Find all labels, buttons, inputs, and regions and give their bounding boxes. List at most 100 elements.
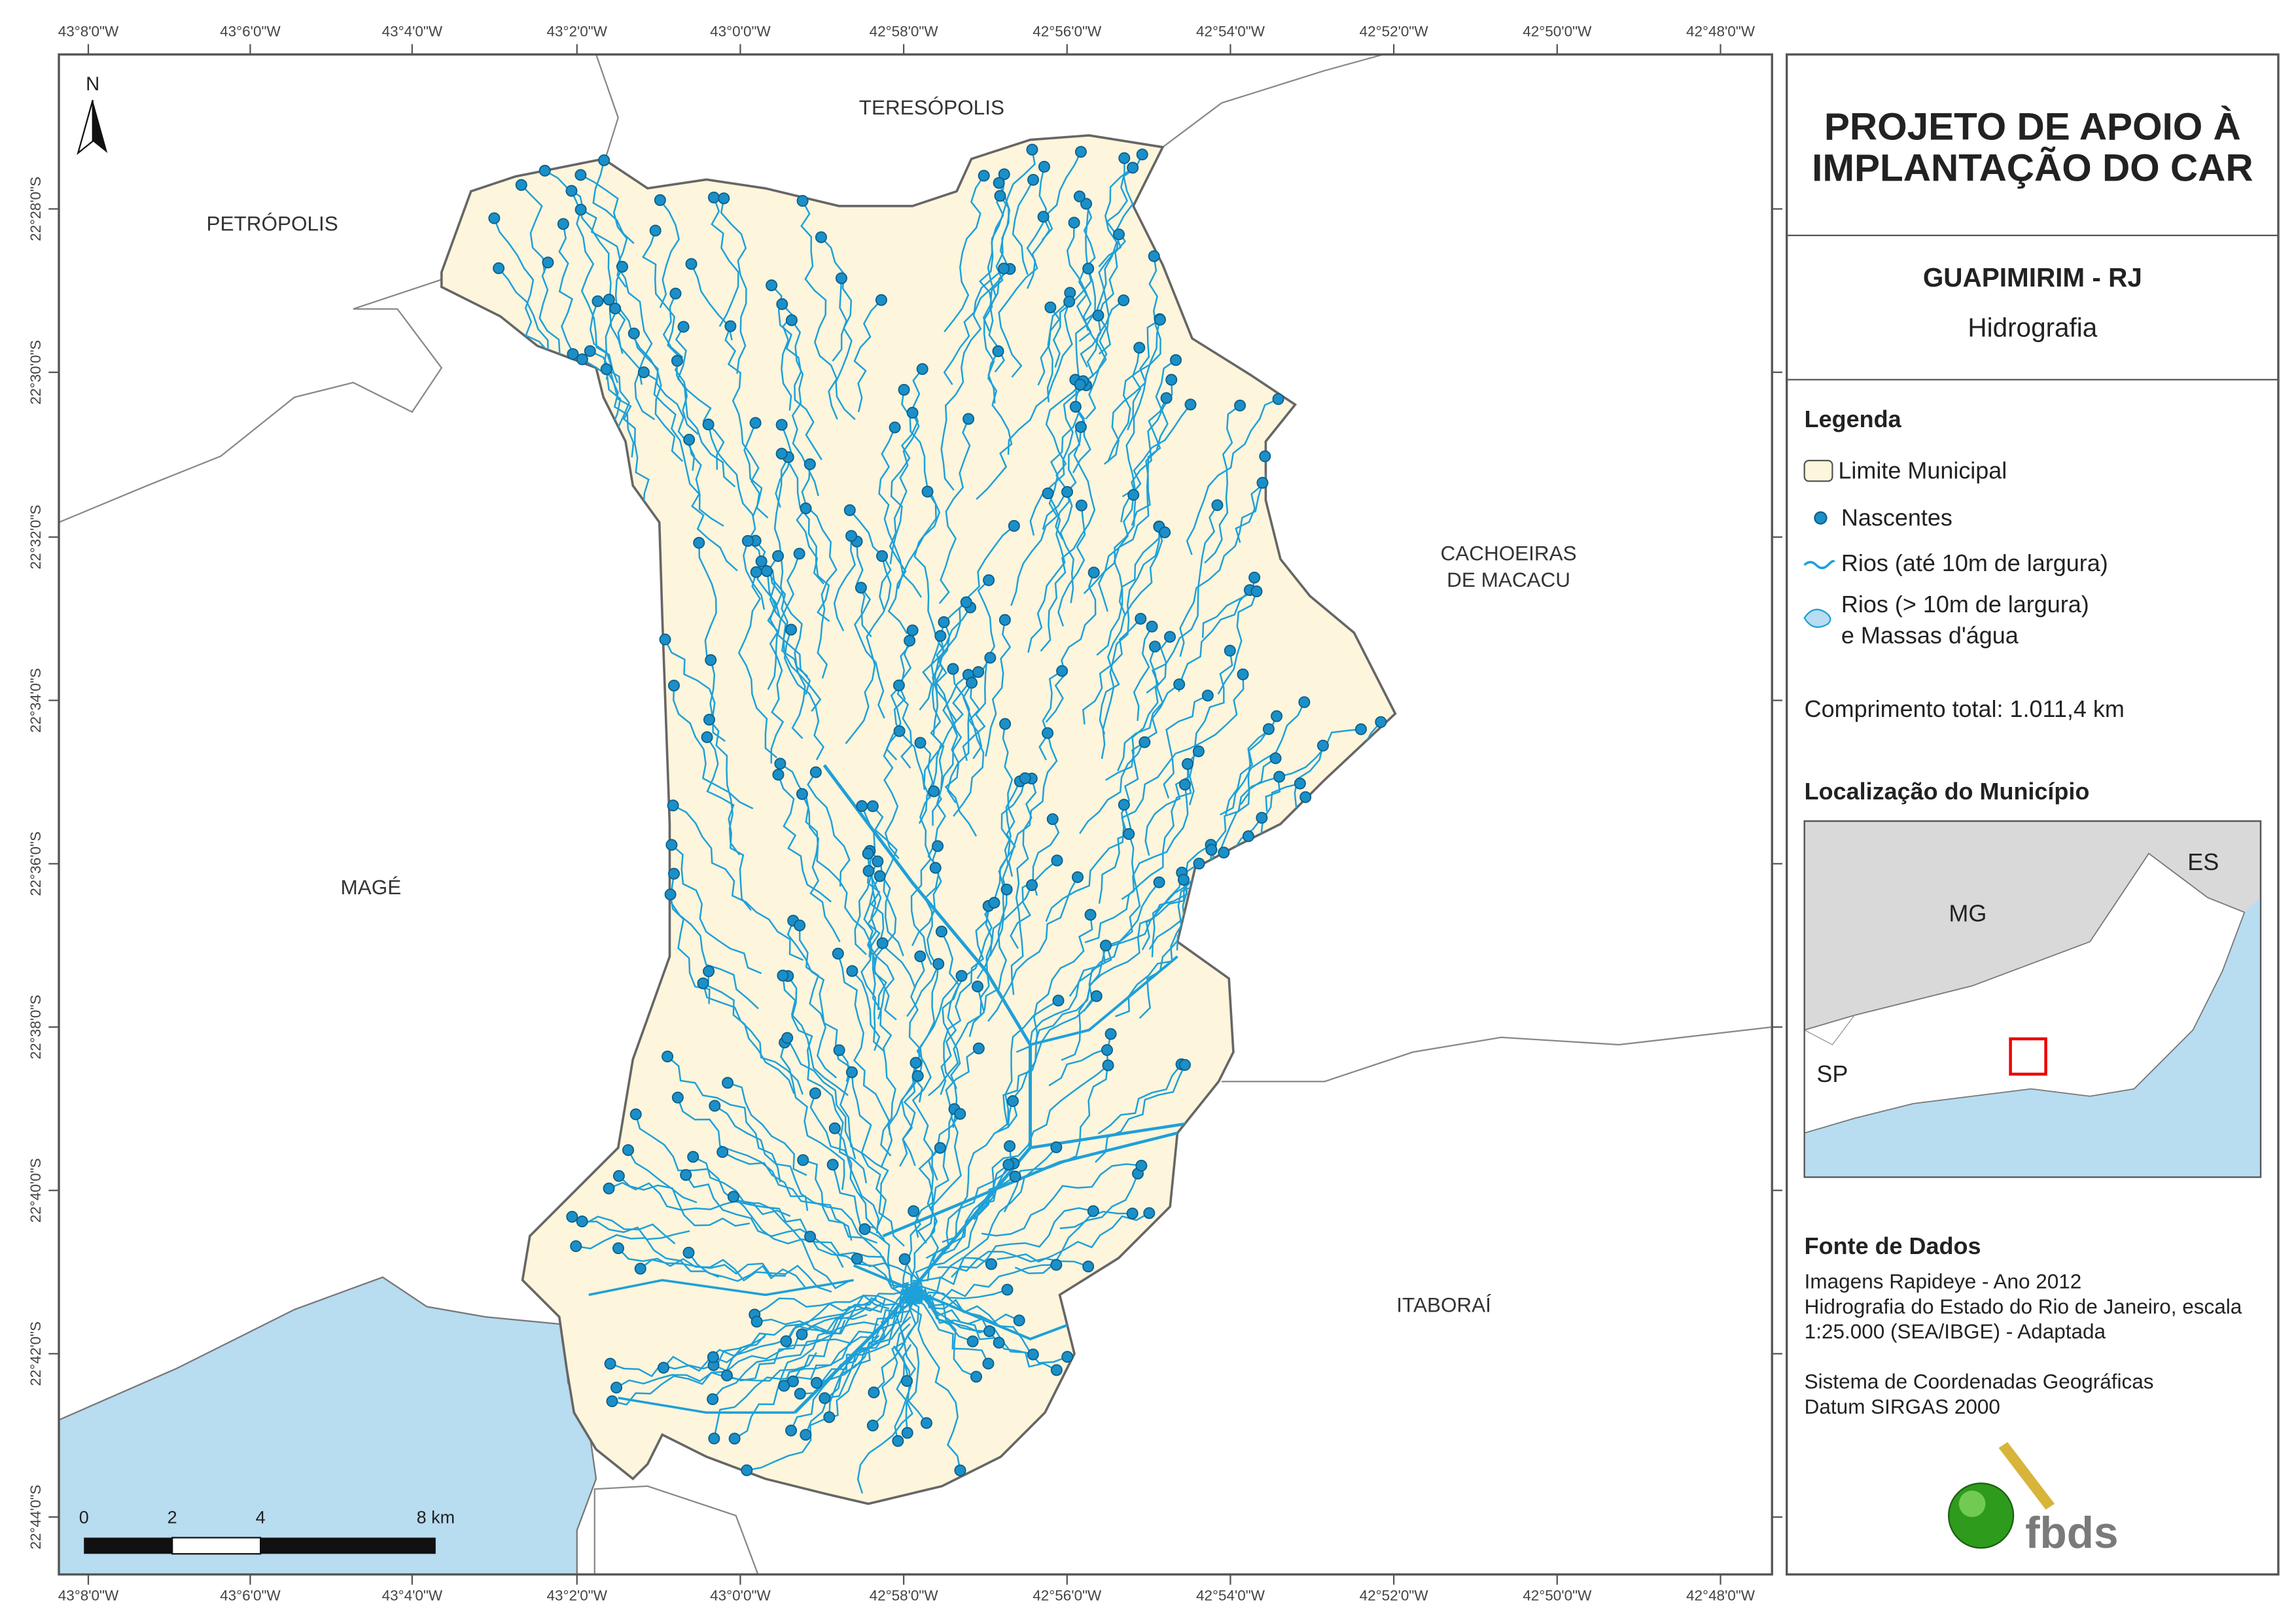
longitude-label: 42°50'0"W: [1523, 1587, 1592, 1603]
spring: [855, 582, 867, 594]
river: [766, 570, 806, 739]
river: [781, 453, 830, 622]
spring: [775, 419, 788, 431]
spring: [749, 417, 762, 429]
spring: [1178, 778, 1191, 791]
river: [913, 491, 945, 711]
spring: [1273, 771, 1286, 783]
spring: [1051, 854, 1063, 867]
spring: [893, 725, 906, 737]
river: [913, 1146, 1057, 1306]
inset-map: MG ES SP: [1803, 820, 2262, 1178]
place-name: DE MACACU: [1447, 568, 1570, 591]
river: [688, 1252, 806, 1288]
spring: [584, 345, 596, 357]
longitude-label: 42°58'0"W: [870, 23, 939, 39]
spring: [832, 947, 844, 960]
river: [801, 794, 872, 958]
spring: [935, 926, 947, 938]
longitude-label: 42°54'0"W: [1196, 23, 1265, 39]
spring: [972, 666, 985, 678]
spring: [616, 260, 629, 273]
logo-circle: [1948, 1482, 2015, 1549]
spring: [868, 1386, 880, 1399]
spring: [750, 566, 762, 578]
spring: [1068, 217, 1080, 229]
logo-text: fbds: [2025, 1509, 2118, 1558]
spring: [934, 1142, 946, 1154]
spring: [804, 1230, 817, 1243]
river: [592, 160, 635, 244]
spring: [1056, 665, 1069, 677]
spring: [780, 1335, 792, 1348]
inset-sea: [1804, 898, 2261, 1178]
river: [838, 1049, 905, 1247]
river: [673, 685, 754, 810]
spring: [671, 355, 683, 367]
spring: [998, 168, 1010, 181]
river: [800, 200, 838, 420]
latitude-label: 22°30'0"S: [27, 340, 44, 405]
river: [928, 986, 982, 1096]
river: [911, 975, 963, 1181]
spring: [667, 867, 680, 880]
river: [1186, 398, 1279, 555]
longitude-label: 42°58'0"W: [870, 1587, 939, 1603]
river: [775, 424, 792, 508]
river: [675, 326, 725, 470]
river: [709, 659, 726, 742]
river: [667, 1056, 781, 1183]
river: [786, 1038, 857, 1160]
river: [907, 1288, 1057, 1371]
boundary: [1162, 54, 1384, 148]
spring: [1019, 772, 1031, 784]
spring: [1090, 990, 1103, 1002]
spring: [1037, 211, 1050, 223]
spring: [876, 937, 889, 949]
scale-label: 4: [256, 1507, 266, 1527]
spring: [1061, 1351, 1074, 1363]
river: [1095, 1064, 1186, 1163]
spring: [826, 1159, 839, 1171]
spring: [604, 1357, 616, 1370]
spring: [1294, 777, 1306, 790]
spring: [727, 1191, 739, 1203]
longitude-label: 42°52'0"W: [1360, 1587, 1429, 1603]
municipal-boundary: [440, 134, 1397, 1505]
spring: [1154, 313, 1166, 326]
river: [989, 724, 1016, 957]
spring: [1133, 341, 1146, 354]
river: [940, 268, 1004, 491]
spring: [970, 1370, 983, 1383]
longitude-label: 43°4'0"W: [382, 23, 443, 39]
river: [1082, 618, 1142, 725]
spring: [932, 958, 945, 970]
river: [832, 278, 847, 362]
spring: [785, 314, 798, 326]
source-line: Imagens Rapideye - Ano 2012: [1805, 1270, 2082, 1293]
spring: [658, 1361, 670, 1374]
spring: [709, 1100, 721, 1112]
river: [1121, 674, 1245, 832]
legend-symbol: [1803, 608, 1831, 628]
river: [618, 1175, 751, 1227]
spring: [914, 950, 927, 962]
river: [1007, 915, 1093, 1128]
river: [1008, 733, 1058, 877]
spring: [1256, 477, 1269, 489]
spring: [947, 663, 959, 675]
spring: [901, 1374, 913, 1387]
spring: [680, 1169, 692, 1181]
river: [1002, 995, 1097, 1125]
spring: [906, 624, 919, 637]
river: [790, 1321, 885, 1431]
river: [887, 412, 920, 635]
spring: [866, 1420, 879, 1432]
river: [698, 542, 717, 669]
river: [834, 1128, 879, 1234]
river: [777, 774, 832, 903]
spring: [872, 855, 884, 867]
spring: [1001, 1283, 1014, 1296]
spring: [707, 191, 720, 203]
inset-boundary: [1804, 1015, 1855, 1045]
